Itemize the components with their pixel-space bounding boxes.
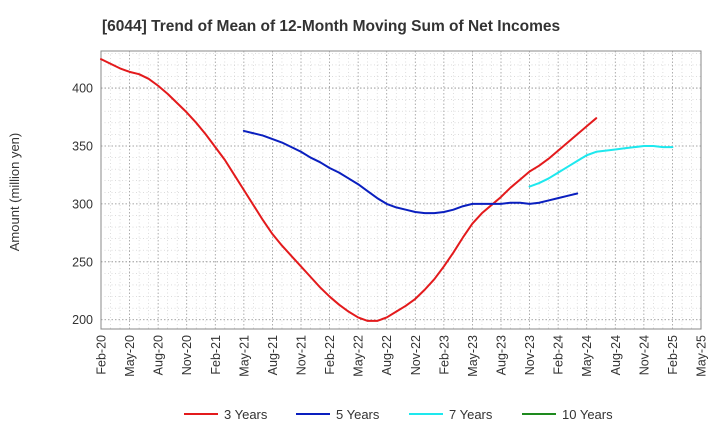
series-lines (100, 58, 674, 322)
x-tick-label: Aug-20 (152, 335, 166, 375)
chart-title: [6044] Trend of Mean of 12-Month Moving … (102, 18, 560, 35)
x-tick-label: Feb-21 (209, 335, 223, 375)
x-tick-label: Aug-22 (380, 335, 394, 375)
x-tick-label: Feb-25 (666, 335, 680, 375)
series-line-7-years (528, 144, 674, 188)
y-tick-label: 400 (72, 82, 93, 96)
x-tick-label: Nov-21 (295, 335, 309, 375)
x-tick-label: Nov-23 (523, 335, 537, 375)
x-tick-label: Feb-24 (552, 335, 566, 375)
y-tick-label: 350 (72, 139, 93, 153)
y-tick-label: 250 (72, 255, 93, 269)
x-tick-label: Feb-23 (437, 335, 451, 375)
legend-label: 10 Years (562, 407, 613, 422)
x-tick-label: Nov-24 (637, 335, 651, 375)
x-tick-label: May-20 (123, 335, 137, 377)
series-line-3-years (100, 58, 598, 322)
x-tick-label: May-21 (237, 335, 251, 377)
x-tick-label: Aug-21 (266, 335, 280, 375)
legend-label: 5 Years (336, 407, 380, 422)
x-tick-label: Aug-24 (609, 335, 623, 375)
x-tick-label: May-22 (352, 335, 366, 377)
grid-lines (101, 51, 701, 329)
x-tick-label: Feb-20 (95, 335, 109, 375)
legend: 3 Years 5 Years 7 Years 10 Years (184, 407, 613, 422)
x-tick-label: Nov-20 (180, 335, 194, 375)
x-tick-label: May-24 (580, 335, 594, 377)
x-axis-ticks: Feb-20 May-20 Aug-20 Nov-20 Feb-21 May-21 Aug-… (95, 335, 709, 377)
x-tick-label: Nov-22 (409, 335, 423, 375)
x-tick-label: May-25 (695, 335, 709, 377)
x-tick-label: Feb-22 (323, 335, 337, 375)
legend-label: 7 Years (449, 407, 493, 422)
y-tick-label: 300 (72, 197, 93, 211)
series-line-5-years (242, 129, 579, 215)
legend-label: 3 Years (224, 407, 268, 422)
y-axis-label: Amount (million yen) (7, 133, 22, 252)
x-tick-label: May-23 (466, 335, 480, 377)
y-tick-label: 200 (72, 313, 93, 327)
x-tick-label: Aug-23 (495, 335, 509, 375)
y-axis-ticks: 200 250 300 350 400 (72, 82, 93, 328)
plot-area (100, 50, 702, 330)
